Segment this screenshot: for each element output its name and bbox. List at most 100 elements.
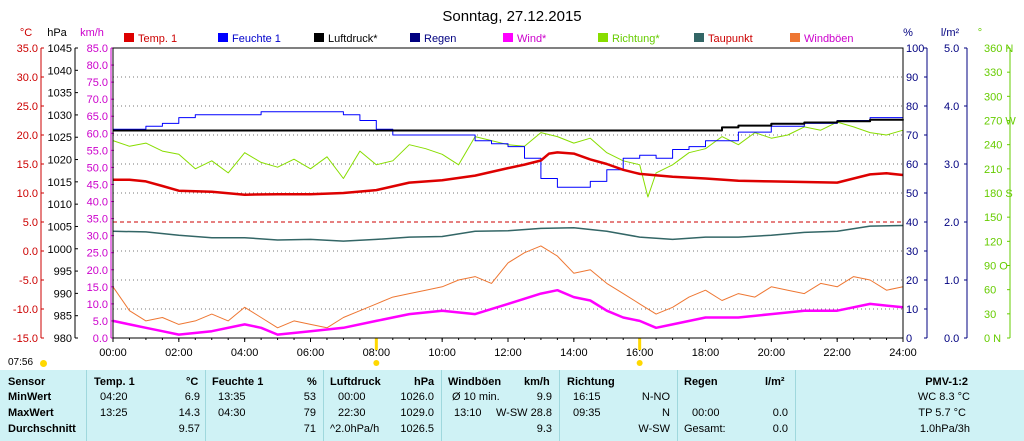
direction-axis-tick-label: 210 <box>984 164 1002 176</box>
wind-axis-tick-label: 45.0 <box>87 179 108 191</box>
wind-axis-unit: km/h <box>80 27 104 39</box>
pressure-min: 1026.0 <box>400 391 434 403</box>
pressure-axis-tick-label: 980 <box>54 333 72 345</box>
rain-max: 0.0 <box>772 407 788 419</box>
pressure-axis-tick-label: 1045 <box>48 43 72 55</box>
rain-unit: l/m² <box>765 376 785 388</box>
direction-axis-tick-label: 360 N <box>984 43 1013 55</box>
legend-label: Regen <box>424 33 456 45</box>
wind-axis-tick-label: 50.0 <box>87 162 108 174</box>
series-luftdruck-line <box>113 118 904 132</box>
direction-axis-tick-label: 30 <box>984 309 996 321</box>
humidity-axis-tick-label: 100 <box>906 43 924 55</box>
rain-axis-tick-label: 5.0 <box>944 43 959 55</box>
gusts-unit: km/h <box>524 376 550 388</box>
x-tick-label: 00:00 <box>99 347 127 359</box>
temp-axis-tick-label: 10.0 <box>17 188 38 200</box>
humidity-title: Feuchte 1 <box>212 376 264 388</box>
sun-icon <box>40 360 47 367</box>
direction-axis-tick-label: 120 <box>984 236 1002 248</box>
direction-min-time: 16:15 <box>573 391 601 403</box>
separator <box>559 370 560 441</box>
humidity-min-time: 13:35 <box>218 391 246 403</box>
gusts-min: 9.9 <box>536 391 552 403</box>
rain-axis-tick-label: 2.0 <box>944 217 959 229</box>
temp-axis-tick-label: 35.0 <box>17 43 38 55</box>
legend-label: Feuchte 1 <box>232 33 281 45</box>
legend-swatch <box>410 33 420 42</box>
direction-axis-tick-label: 90 O <box>984 261 1008 273</box>
wind-axis-tick-label: 10.0 <box>87 299 108 311</box>
pressure-axis-tick-label: 1020 <box>48 155 72 167</box>
humidity-axis-tick-label: 40 <box>906 217 918 229</box>
weather-chart: Sonntag, 27.12.2015 Temp. 1 Feuchte 1 Luft… <box>13 8 1016 366</box>
wind-axis-tick-label: 80.0 <box>87 60 108 72</box>
separator <box>323 370 324 441</box>
temp-min: 6.9 <box>184 391 200 403</box>
legend-swatch <box>124 33 134 42</box>
temp-axis-tick-label: -15.0 <box>13 333 38 345</box>
series-temp-1-line <box>113 151 904 196</box>
temp-axis-tick-label: 25.0 <box>17 101 38 113</box>
legend: Temp. 1 Feuchte 1 Luftdruck* Regen Wind* Rich… <box>124 33 854 45</box>
humidity-axis-tick-label: 90 <box>906 72 918 84</box>
temp-axis-tick-label: 15.0 <box>17 159 38 171</box>
pressure-max-time: 22:30 <box>338 407 366 419</box>
direction-title: Richtung <box>567 376 615 388</box>
humidity-max: 79 <box>303 407 316 419</box>
direction-axis-tick-label: 330 <box>984 67 1002 79</box>
temp-axis-tick-label: -10.0 <box>13 304 38 316</box>
temp-axis-tick-label: 0.0 <box>23 246 38 258</box>
row-label-avg: Durchschnitt <box>8 423 76 435</box>
gusts-max-dir: W-SW <box>496 407 528 419</box>
wind-axis-tick-label: 15.0 <box>87 282 108 294</box>
row-label-max: MaxWert <box>8 407 54 419</box>
temp-axis-tick-label: -5.0 <box>19 275 38 287</box>
direction-axis-tick-label: 300 <box>984 91 1002 103</box>
wind-axis-tick-label: 60.0 <box>87 128 108 140</box>
plot-frame <box>112 47 904 339</box>
gusts-min-label: Ø 10 min. <box>452 391 500 403</box>
humidity-axis-tick-label: 80 <box>906 101 918 113</box>
series-taupunkt-line <box>112 224 904 242</box>
separator <box>205 370 206 441</box>
humidity-max-time: 04:30 <box>218 407 246 419</box>
legend-swatch <box>314 33 324 42</box>
temp-axis-tick-label: 30.0 <box>17 72 38 84</box>
separator <box>677 370 678 441</box>
humidity-axis-tick-label: 0 <box>906 333 912 345</box>
pressure-axis-tick-label: 1010 <box>48 199 72 211</box>
summary-table: Sensor MinWert MaxWert Durchschnitt Temp… <box>0 370 1024 441</box>
rain-axis-tick-label: 1.0 <box>944 275 959 287</box>
x-tick-label: 10:00 <box>428 347 456 359</box>
sun-marker-dot <box>636 360 643 366</box>
temp-max: 14.3 <box>178 407 200 419</box>
row-label-sensor: Sensor <box>8 376 46 388</box>
humidity-axis-tick-label: 20 <box>906 275 918 287</box>
direction-axis-tick-label: 270 W <box>984 116 1016 128</box>
direction-axis-unit: ° <box>978 27 982 39</box>
direction-max: N <box>662 407 670 419</box>
series-windb-en-line <box>112 245 904 329</box>
rain-axis-tick-label: 3.0 <box>944 159 959 171</box>
legend-swatch <box>218 33 228 42</box>
direction-axis-tick-label: 240 <box>984 140 1002 152</box>
x-tick-label: 20:00 <box>758 347 786 359</box>
pressure-axis-tick-label: 990 <box>54 288 72 300</box>
gusts-max: 28.8 <box>530 407 552 419</box>
wind-axis-tick-label: 20.0 <box>87 265 108 277</box>
pmv-title: PMV-1:2 <box>925 376 968 388</box>
humidity-axis-unit: % <box>903 27 913 39</box>
rain-max-time: 00:00 <box>692 407 720 419</box>
gusts-max-time: 13:10 <box>454 407 482 419</box>
separator <box>795 370 796 441</box>
temp-axis-tick-label: 5.0 <box>23 217 38 229</box>
sun-marker-dot <box>373 360 380 366</box>
pressure-axis-tick-label: 1025 <box>48 132 72 144</box>
temp-unit: °C <box>186 376 199 388</box>
pressure-max: 1029.0 <box>400 407 434 419</box>
direction-max-time: 09:35 <box>573 407 601 419</box>
x-tick-label: 06:00 <box>297 347 325 359</box>
series-feuchte-1-line <box>113 111 904 188</box>
direction-axis-tick-label: 0 N <box>984 333 1001 345</box>
